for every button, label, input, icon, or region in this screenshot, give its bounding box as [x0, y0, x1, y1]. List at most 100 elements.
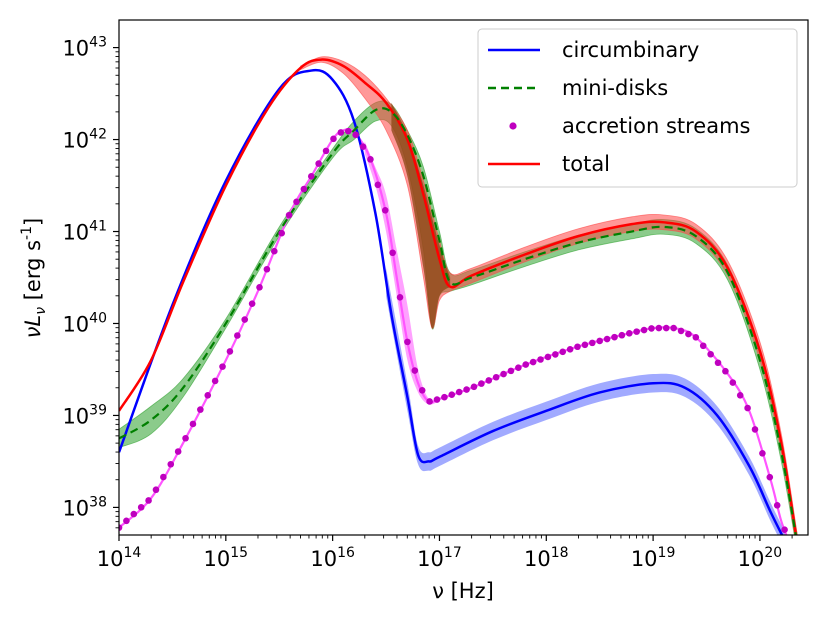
accretion-stream-point: [677, 327, 685, 335]
accretion-stream-point: [515, 364, 522, 372]
accretion-stream-point: [130, 510, 138, 518]
accretion-stream-point: [618, 331, 626, 339]
legend-item-total: total: [488, 152, 610, 176]
accretion-stream-point: [714, 359, 722, 367]
accretion-stream-point: [448, 391, 456, 398]
accretion-stream-point: [507, 367, 515, 375]
accretion-stream-point: [293, 198, 300, 206]
accretion-stream-point: [160, 473, 167, 481]
accretion-stream-point: [219, 363, 226, 370]
accretion-stream-point: [263, 265, 271, 273]
accretion-stream-point: [234, 332, 241, 339]
accretion-stream-point: [662, 324, 670, 332]
accretion-stream-point: [211, 377, 219, 385]
accretion-stream-point: [670, 324, 677, 332]
accretion-stream-point: [374, 181, 382, 189]
accretion-stream-point: [574, 343, 581, 351]
accretion-stream-point: [367, 156, 374, 163]
x-tick-label: 1014: [97, 545, 142, 571]
mini-disks-line: [119, 107, 797, 535]
accretion-stream-point: [389, 249, 396, 257]
legend-label: circumbinary: [562, 38, 699, 62]
legend: circumbinary mini-disks accretion streams t…: [477, 28, 798, 188]
accretion-stream-point: [359, 143, 367, 151]
accretion-stream-point: [722, 367, 729, 375]
legend-marker: [509, 122, 517, 130]
plot-area-frame: [118, 19, 809, 536]
accretion-stream-point: [766, 473, 774, 481]
accretion-stream-point: [470, 383, 478, 391]
accretion-stream-point: [781, 526, 788, 533]
accretion-stream-point: [285, 211, 293, 219]
accretion-stream-point: [433, 396, 441, 403]
accretion-stream-point: [751, 426, 759, 433]
accretion-stream-point: [248, 300, 256, 307]
accretion-stream-point: [322, 147, 330, 155]
accretion-stream-point: [478, 380, 485, 387]
accretion-stream-point: [744, 404, 751, 412]
accretion-stream-point: [455, 388, 463, 396]
circumbinary-line: [119, 68, 784, 535]
accretion-stream-point: [544, 353, 552, 361]
accretion-stream-point: [315, 160, 322, 167]
accretion-stream-markers: [119, 127, 788, 533]
accretion-stream-point: [182, 434, 189, 442]
circumbinary-uncertainty-band: [386, 268, 787, 535]
accretion-streams-uncertainty-band: [364, 141, 440, 405]
accretion-stream-point: [123, 517, 130, 525]
accretion-stream-point: [463, 386, 470, 393]
accretion-stream-point: [137, 503, 145, 511]
accretion-stream-point: [152, 486, 160, 494]
accretion-stream-point: [566, 346, 574, 353]
accretion-stream-point: [145, 497, 152, 504]
accretion-stream-point: [241, 316, 249, 323]
accretion-stream-point: [404, 338, 411, 346]
accretion-stream-point: [692, 333, 700, 341]
accretion-stream-point: [589, 339, 596, 347]
accretion-stream-point: [500, 370, 507, 378]
accretion-stream-point: [226, 348, 234, 355]
y-axis-label: νLν [erg s-1]: [19, 218, 49, 338]
accretion-stream-point: [204, 391, 212, 399]
accretion-stream-point: [640, 326, 648, 334]
accretion-stream-point: [411, 367, 419, 374]
accretion-stream-point: [256, 283, 263, 291]
accretion-stream-point: [307, 173, 315, 180]
overlap-uncertainty-band: [391, 102, 451, 329]
accretion-stream-point: [167, 460, 175, 468]
accretion-stream-point: [344, 127, 352, 135]
series-lines: [119, 58, 798, 535]
accretion-stream-point: [189, 420, 197, 428]
accretion-stream-point: [537, 356, 544, 363]
x-axis-label: ν [Hz]: [432, 579, 494, 603]
accretion-stream-point: [529, 358, 537, 366]
accretion-stream-point: [485, 377, 493, 384]
legend-item-mini-disks: mini-disks: [488, 76, 668, 100]
accretion-stream-point: [492, 373, 500, 381]
legend-box: [477, 28, 798, 188]
legend-item-circumbinary: circumbinary: [488, 38, 699, 62]
accretion-stream-point: [119, 524, 123, 531]
accretion-stream-point: [278, 229, 286, 237]
accretion-stream-point: [699, 342, 707, 350]
accretion-stream-point: [773, 501, 781, 509]
accretion-stream-point: [633, 328, 640, 335]
accretion-stream-point: [559, 348, 567, 356]
accretion-stream-point: [441, 393, 448, 401]
accretion-stream-point: [552, 351, 559, 358]
total-line: [119, 58, 798, 535]
accretion-stream-point: [330, 135, 337, 143]
accretion-stream-point: [625, 330, 633, 337]
accretion-stream-point: [581, 341, 589, 349]
accretion-stream-point: [381, 207, 389, 214]
accretion-stream-point: [736, 391, 744, 399]
legend-item-accretion-streams: accretion streams: [509, 114, 751, 138]
accretion-stream-point: [596, 337, 603, 345]
accretion-stream-point: [197, 406, 204, 413]
accretion-stream-point: [729, 379, 737, 386]
accretion-stream-point: [337, 129, 345, 136]
legend-label: total: [562, 152, 610, 176]
accretion-stream-point: [352, 131, 359, 139]
accretion-stream-point: [648, 325, 655, 332]
